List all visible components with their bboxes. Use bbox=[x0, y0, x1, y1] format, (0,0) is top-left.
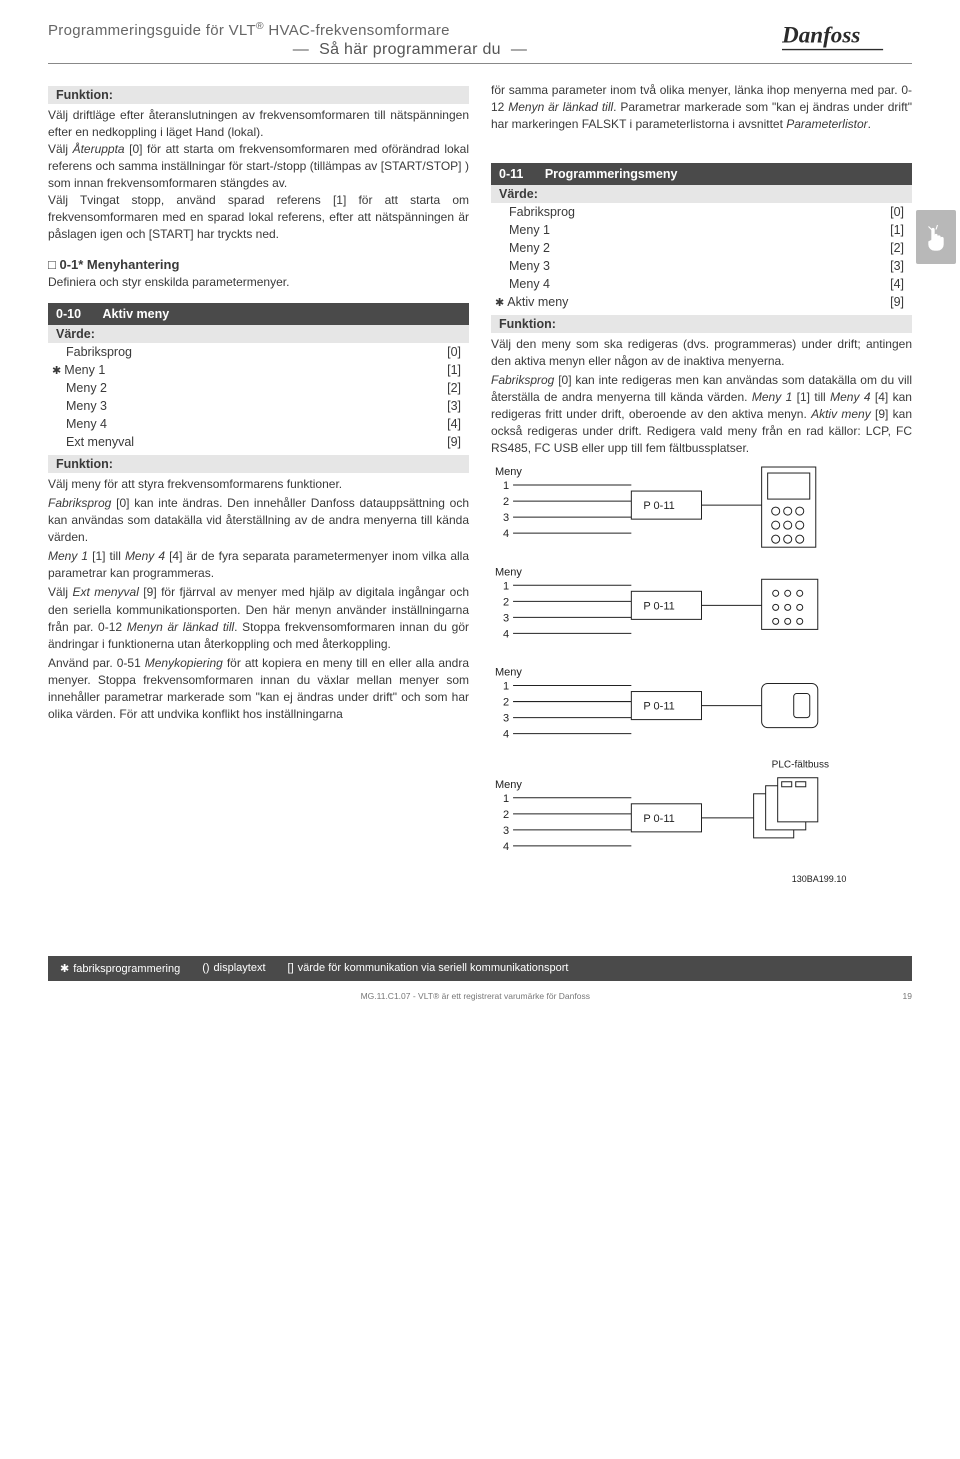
param-name: Aktiv meny bbox=[103, 307, 170, 321]
value-row: Fabriksprog[0] bbox=[491, 203, 912, 221]
value-list-011: Fabriksprog[0] Meny 1[1] Meny 2[2] Meny … bbox=[491, 203, 912, 311]
svg-text:4: 4 bbox=[503, 841, 509, 853]
svg-text:2: 2 bbox=[503, 597, 509, 609]
hand-pointer-icon bbox=[916, 210, 956, 264]
svg-text:4: 4 bbox=[503, 629, 509, 641]
setup-diagram: Meny 1 2 3 4 P 0-11 Meny 1 bbox=[491, 463, 912, 896]
svg-text:P 0-11: P 0-11 bbox=[643, 701, 674, 713]
footer-center: MG.11.C1.07 - VLT® är ett registrerat va… bbox=[361, 991, 590, 1001]
value-heading: Värde: bbox=[491, 185, 912, 203]
value-row: Meny 4[4] bbox=[491, 275, 912, 293]
value-row: Meny 2[2] bbox=[491, 239, 912, 257]
svg-text:3: 3 bbox=[503, 512, 509, 524]
svg-text:4: 4 bbox=[503, 528, 509, 540]
funktion-heading: Funktion: bbox=[48, 455, 469, 473]
svg-text:1: 1 bbox=[503, 480, 509, 492]
legend-item: []värde för kommunikation via seriell ko… bbox=[288, 962, 569, 975]
svg-text:Meny: Meny bbox=[495, 466, 522, 478]
danfoss-logo: Danfoss bbox=[772, 20, 912, 59]
legend-item: ✱fabriksprogrammering bbox=[60, 962, 180, 975]
svg-text:3: 3 bbox=[503, 825, 509, 837]
header-text-a: Programmeringsguide för VLT bbox=[48, 22, 256, 39]
svg-text:4: 4 bbox=[503, 729, 509, 741]
param-number: 0-11 bbox=[499, 167, 523, 181]
value-list-010: Fabriksprog[0] Meny 1[1] Meny 2[2] Meny … bbox=[48, 343, 469, 451]
registered-mark: ® bbox=[256, 20, 264, 32]
svg-text:2: 2 bbox=[503, 496, 509, 508]
param-name: Programmeringsmeny bbox=[545, 167, 678, 181]
value-row: Aktiv meny[9] bbox=[491, 293, 912, 311]
left-column: Funktion: Välj driftläge efter återanslu… bbox=[48, 82, 469, 896]
value-row: Meny 3[3] bbox=[491, 257, 912, 275]
svg-text:P 0-11: P 0-11 bbox=[643, 813, 674, 825]
svg-text:Meny: Meny bbox=[495, 667, 522, 679]
svg-text:Danfoss: Danfoss bbox=[782, 21, 860, 47]
body-text: Välj meny för att styra frekvensomformar… bbox=[48, 476, 469, 493]
param-0-11-title: 0-11 Programmeringsmeny bbox=[491, 163, 912, 185]
page-footer: MG.11.C1.07 - VLT® är ett registrerat va… bbox=[0, 981, 960, 1015]
svg-text:1: 1 bbox=[503, 793, 509, 805]
param-0-10-title: 0-10 Aktiv meny bbox=[48, 303, 469, 325]
value-row: Meny 4[4] bbox=[48, 415, 469, 433]
value-row: Ext menyval[9] bbox=[48, 433, 469, 451]
svg-text:3: 3 bbox=[503, 613, 509, 625]
svg-text:2: 2 bbox=[503, 697, 509, 709]
page-header: Programmeringsguide för VLT® HVAC-frekve… bbox=[48, 20, 912, 64]
body-text: för samma parameter inom två olika menye… bbox=[491, 82, 912, 133]
group-subtext: Definiera och styr enskilda parametermen… bbox=[48, 274, 469, 291]
right-column: för samma parameter inom två olika menye… bbox=[491, 82, 912, 896]
param-number: 0-10 bbox=[56, 307, 81, 321]
footer-legend: ✱fabriksprogrammering ()displaytext []vä… bbox=[48, 956, 912, 981]
header-title: Programmeringsguide för VLT® HVAC-frekve… bbox=[48, 20, 772, 39]
body-text: Meny 1 [1] till Meny 4 [4] är de fyra se… bbox=[48, 548, 469, 582]
body-text: Använd par. 0-51 Menykopiering för att k… bbox=[48, 655, 469, 723]
svg-text:P 0-11: P 0-11 bbox=[643, 601, 674, 613]
header-subtitle: —Så här programmerar du— bbox=[48, 41, 772, 59]
value-row: Meny 1[1] bbox=[491, 221, 912, 239]
legend-item: ()displaytext bbox=[202, 962, 265, 975]
body-text: Välj Ext menyval [9] för fjärrval av men… bbox=[48, 584, 469, 652]
value-row: Fabriksprog[0] bbox=[48, 343, 469, 361]
svg-text:Meny: Meny bbox=[495, 567, 522, 579]
page-number: 19 bbox=[903, 991, 912, 1001]
svg-text:2: 2 bbox=[503, 809, 509, 821]
body-text: Fabriksprog [0] kan inte ändras. Den inn… bbox=[48, 495, 469, 546]
funktion-heading: Funktion: bbox=[491, 315, 912, 333]
value-row: Meny 1[1] bbox=[48, 361, 469, 379]
group-heading: 0-1* Menyhantering bbox=[48, 257, 469, 272]
funktion-heading: Funktion: bbox=[48, 86, 469, 104]
svg-text:1: 1 bbox=[503, 581, 509, 593]
svg-text:Meny: Meny bbox=[495, 779, 522, 791]
body-text: Välj den meny som ska redigeras (dvs. pr… bbox=[491, 336, 912, 370]
svg-text:130BA199.10: 130BA199.10 bbox=[792, 874, 847, 884]
value-heading: Värde: bbox=[48, 325, 469, 343]
svg-text:1: 1 bbox=[503, 681, 509, 693]
header-text-b: HVAC-frekvensomformare bbox=[264, 22, 450, 39]
body-text: Fabriksprog [0] kan inte redigeras men k… bbox=[491, 372, 912, 457]
svg-text:P 0-11: P 0-11 bbox=[643, 500, 674, 512]
value-row: Meny 2[2] bbox=[48, 379, 469, 397]
body-text: Välj driftläge efter återanslutningen av… bbox=[48, 107, 469, 243]
svg-text:3: 3 bbox=[503, 713, 509, 725]
value-row: Meny 3[3] bbox=[48, 397, 469, 415]
svg-text:PLC-fältbuss: PLC-fältbuss bbox=[772, 760, 829, 771]
